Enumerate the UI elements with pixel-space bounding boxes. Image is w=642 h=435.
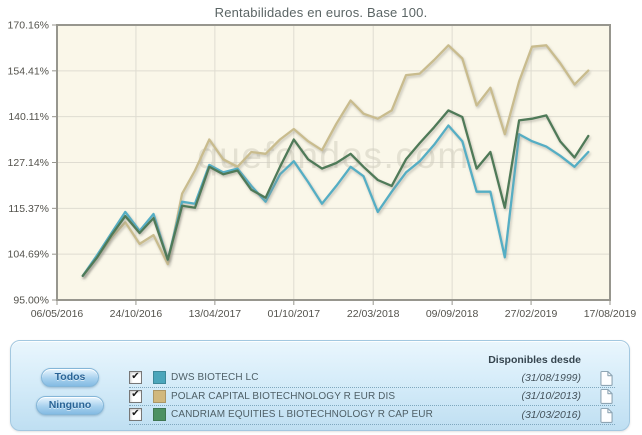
x-axis-label: 13/04/2017	[189, 308, 242, 320]
series-color-swatch	[153, 408, 166, 422]
series-label: POLAR CAPITAL BIOTECHNOLOGY R EUR DIS	[171, 390, 396, 402]
available-since-header: Disponibles desde	[488, 353, 581, 366]
y-axis-label: 127.14%	[8, 157, 49, 169]
y-axis-label: 154.41%	[8, 65, 49, 77]
x-axis-label: 09/09/2018	[426, 308, 479, 320]
legend-row-candriam: ✔ CANDRIAM EQUITIES L BIOTECHNOLOGY R CA…	[129, 406, 615, 425]
series-available-since: (31/10/2013)	[521, 390, 581, 403]
legend-header-row: Disponibles desde	[129, 352, 615, 367]
legend-rows: Disponibles desde ✔ DWS BIOTECH LC (31/0…	[129, 341, 629, 430]
series-checkbox[interactable]: ✔	[129, 407, 142, 422]
y-axis-label: 115.37%	[8, 203, 49, 215]
document-icon[interactable]	[600, 388, 613, 405]
x-axis-label: 17/08/2019	[584, 308, 637, 320]
y-axis-label: 95.00%	[13, 295, 49, 307]
chart-title: Rentabilidades en euros. Base 100.	[214, 5, 428, 20]
checkmark-icon: ✔	[131, 407, 140, 419]
checkmark-icon: ✔	[131, 370, 140, 382]
select-none-button[interactable]: Ninguno	[35, 396, 105, 415]
performance-chart: 170.16% 154.41% 140.11% 127.14% 115.37% 104.6…	[8, 20, 637, 321]
series-color-swatch	[153, 371, 166, 385]
legend-row-polar: ✔ POLAR CAPITAL BIOTECHNOLOGY R EUR DIS …	[129, 388, 615, 406]
x-axis-label: 06/05/2016	[31, 308, 84, 320]
document-icon[interactable]	[600, 407, 613, 423]
series-color-swatch	[153, 389, 166, 403]
x-axis-label: 24/10/2016	[110, 308, 163, 320]
series-available-since: (31/08/1999)	[521, 371, 581, 384]
y-axis-label: 140.11%	[8, 111, 49, 123]
y-axis-label: 104.69%	[8, 249, 49, 261]
document-icon[interactable]	[600, 370, 613, 386]
legend-panel: Todos Ninguno Disponibles desde ✔ DWS BI…	[10, 340, 630, 431]
x-axis-label: 01/10/2017	[268, 308, 321, 320]
select-all-button[interactable]: Todos	[41, 368, 99, 387]
y-axis-label: 170.16%	[8, 20, 49, 32]
series-checkbox[interactable]: ✔	[129, 389, 142, 403]
series-label: CANDRIAM EQUITIES L BIOTECHNOLOGY R CAP …	[171, 409, 433, 421]
series-checkbox[interactable]: ✔	[129, 370, 142, 385]
series-available-since: (31/03/2016)	[521, 408, 581, 421]
watermark: quefondos.com	[197, 135, 470, 176]
legend-buttons: Todos Ninguno	[11, 341, 129, 430]
checkmark-icon: ✔	[131, 389, 140, 401]
x-axis-label: 22/03/2018	[347, 308, 400, 320]
series-line-2	[81, 109, 590, 277]
plot-border	[56, 24, 611, 301]
legend-row-dws: ✔ DWS BIOTECH LC (31/08/1999)	[129, 369, 615, 388]
series-label: DWS BIOTECH LC	[171, 372, 259, 384]
x-axis-label: 27/02/2019	[505, 308, 558, 320]
series-line-1	[81, 44, 590, 277]
